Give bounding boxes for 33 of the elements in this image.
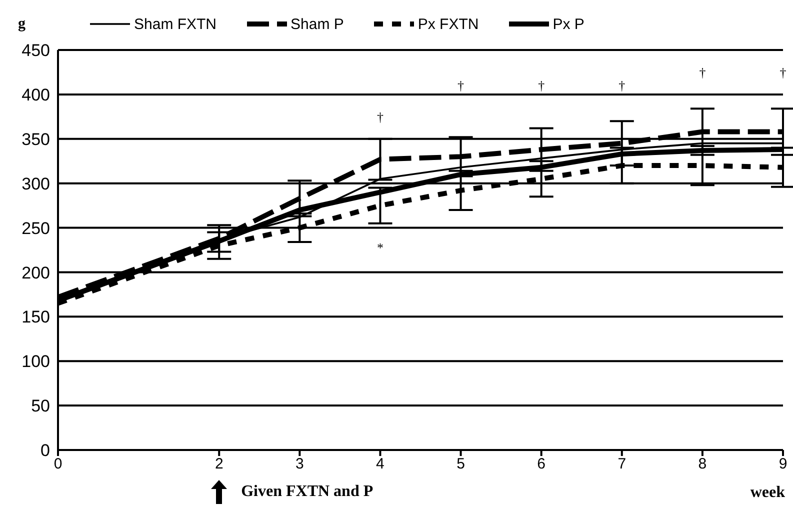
y-tick-label: 50	[31, 396, 50, 416]
annotation: †	[699, 64, 706, 80]
x-axis-title: week	[750, 484, 785, 502]
annotation: †	[618, 78, 626, 94]
legend-label: Sham FXTN	[134, 16, 217, 32]
x-tick-label: 9	[778, 456, 788, 473]
y-tick-label: 350	[22, 130, 50, 149]
x-tick-label: 8	[698, 456, 707, 473]
x-tick-label: 2	[214, 456, 224, 473]
y-tick-label: 450	[22, 41, 50, 60]
x-tick-label: 0	[54, 456, 62, 473]
y-tick-label: 150	[22, 308, 50, 327]
y-tick-label: 100	[22, 352, 50, 372]
y-tick-label: 300	[22, 174, 50, 194]
legend-label: Sham P	[290, 16, 344, 32]
text: Given FXTN and P	[241, 483, 374, 501]
x-tick-label: 4	[376, 456, 384, 473]
x-tick-label: 7	[618, 456, 626, 473]
legend-label: Px P	[552, 16, 584, 32]
y-axis-title: g	[17, 16, 26, 32]
y-tick-label: 0	[40, 441, 50, 460]
annotation: †	[538, 78, 546, 94]
x-tick-label: 3	[295, 456, 304, 473]
y-tick-label: 400	[22, 85, 50, 104]
legend-label: Px FXTN	[418, 16, 479, 32]
annotation: †	[780, 64, 787, 80]
x-tick-label: 5	[456, 456, 465, 473]
y-tick-label: 250	[22, 218, 50, 238]
x-tick-label: 6	[537, 456, 546, 473]
annotation: †	[376, 109, 384, 124]
annotation: *	[376, 240, 384, 255]
y-tick-label: 200	[22, 263, 50, 282]
annotation: †	[458, 78, 465, 94]
